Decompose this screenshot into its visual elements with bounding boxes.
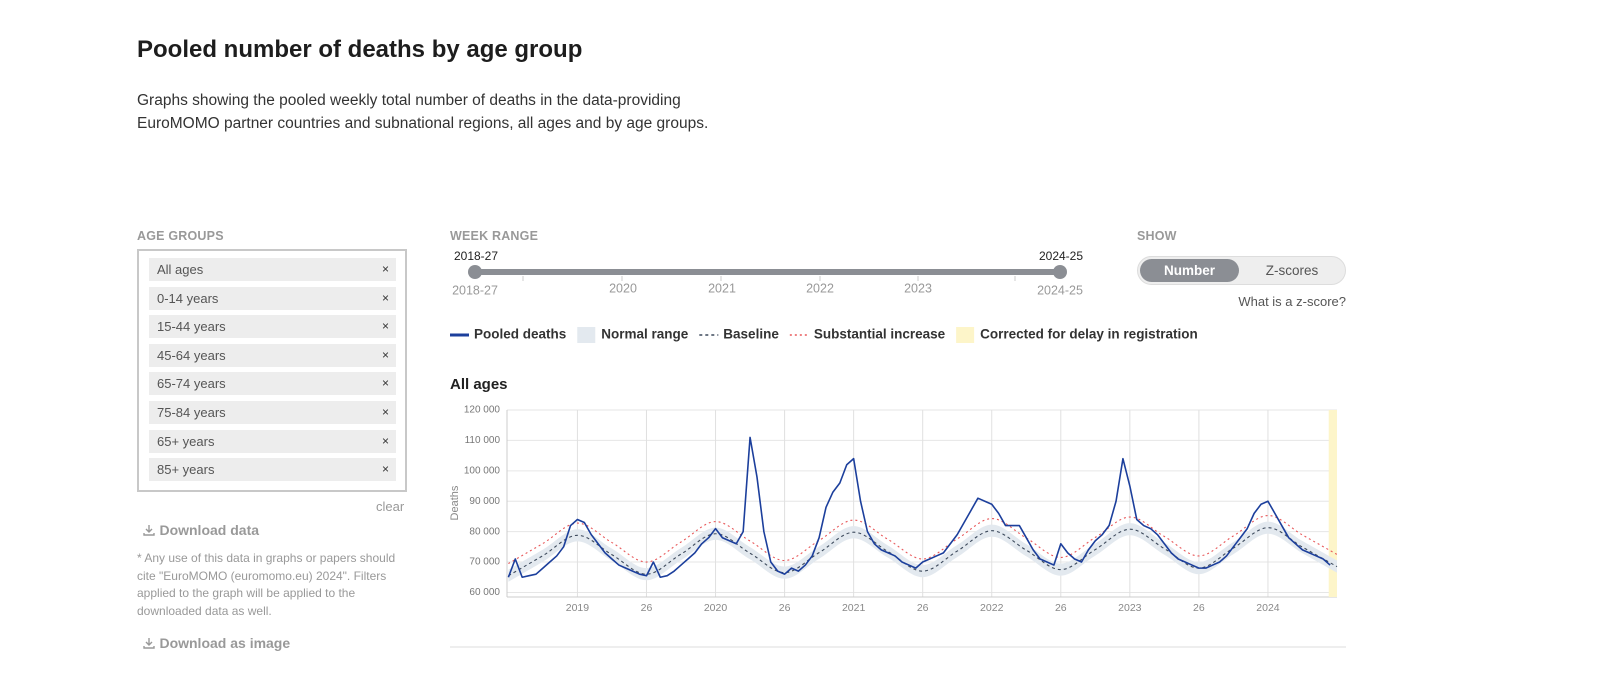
y-tick-label: 60 000 [469,587,500,598]
x-tick-label: 26 [1055,602,1067,614]
download-icon [143,525,155,536]
download-data-label: Download data [159,522,260,538]
age-group-label: 65-74 years [157,376,226,392]
remove-button[interactable]: × [381,462,389,477]
slider-year-label: 2021 [708,281,736,295]
week-slider: 2018-27 2024-25 2018-27 2024-25 2020 2021… [452,249,1083,297]
remove-button[interactable]: × [381,347,389,362]
age-group-chip: 45-64 years × [149,343,396,367]
citation-note: * Any use of this data in graphs or pape… [137,551,396,618]
y-axis-title: Deaths [449,485,461,520]
normal-range [508,521,1337,582]
age-group-chip: 85+ years × [149,458,396,482]
slider-end-value: 2024-25 [1039,249,1083,263]
reference-line [508,514,1338,565]
toggle-number[interactable]: Number [1140,259,1239,282]
x-tick-label: 2019 [566,602,590,614]
x-tick-label: 26 [1193,602,1205,614]
age-group-chip: 15-44 years × [149,315,396,339]
x-tick-label: 2020 [704,602,728,614]
age-group-label: 75-84 years [157,405,226,420]
corrected-shade [1328,410,1337,597]
legend-swatch [577,327,596,343]
y-tick-label: 110 000 [465,435,501,446]
legend-label: Pooled deaths [474,327,566,342]
remove-button[interactable]: × [381,262,389,276]
age-group-chip: 65-74 years × [149,372,396,396]
slider-start-value: 2018-27 [454,249,498,263]
age-groups-box: All ages × 0-14 years × 15-44 years × 45-64 ye… [137,249,407,492]
age-group-chip: All ages × [149,258,396,281]
clear-button[interactable]: clear [376,499,405,514]
remove-button[interactable]: × [381,433,389,448]
x-tick-label: 2022 [980,602,1004,614]
age-group-label: 65+ years [157,433,215,449]
age-group-label: 45-64 years [157,347,226,363]
x-tick-label: 26 [641,602,653,614]
legend-label: Substantial increase [814,327,946,342]
y-tick-label: 120 000 [464,405,501,416]
y-tick-label: 100 000 [464,465,501,476]
x-tick-label: 26 [917,602,929,614]
data-line [507,436,1331,579]
age-group-label: 0-14 years [157,290,219,306]
age-group-label: All ages [157,262,204,277]
age-group-chip: 0-14 years × [149,286,396,310]
x-tick-label: 2021 [842,602,866,614]
page-title: Pooled number of deaths by age group [137,36,583,63]
page-description: Graphs showing the pooled weekly total n… [137,92,709,132]
y-tick-label: 80 000 [469,526,500,537]
remove-button[interactable]: × [381,319,389,334]
legend-label: Normal range [601,327,689,342]
x-tick-label: 2024 [1256,602,1280,614]
show-toggle: Number Z-scores [1137,256,1346,285]
remove-button[interactable]: × [381,376,389,391]
age-groups-label: AGE GROUPS [137,229,224,243]
age-group-label: 85+ years [157,462,215,478]
chart-title: All ages [450,376,508,393]
slider-handle[interactable] [1053,265,1067,279]
age-group-chip: 75-84 years × [149,401,396,424]
remove-button[interactable]: × [381,405,389,419]
slider-handle[interactable] [468,265,482,279]
slider-end-label: 2024-25 [1037,283,1083,297]
download-data[interactable]: Download data [143,522,259,540]
show-label: SHOW [1137,229,1177,243]
slider-year-label: 2020 [609,281,637,295]
legend-label: Baseline [723,327,779,342]
zscore-help[interactable]: What is a z-score? [1238,294,1346,309]
x-tick-label: 2023 [1118,602,1142,614]
legend-label: Corrected for delay in registration [980,327,1198,342]
toggle-zscores[interactable]: Z-scores [1265,263,1319,278]
legend-swatch [956,327,975,343]
slider-year-label: 2022 [806,281,834,295]
x-tick-label: 26 [779,602,791,614]
age-group-chip: 65+ years × [149,429,396,453]
slider-year-label: 2023 [904,281,932,295]
download-image[interactable]: Download as image [143,635,290,653]
week-range-label: WEEK RANGE [450,229,539,243]
remove-button[interactable]: × [381,290,389,305]
y-tick-label: 90 000 [469,496,500,507]
slider-start-label: 2018-27 [452,283,498,297]
y-tick-label: 70 000 [469,557,500,568]
download-image-label: Download as image [159,635,291,651]
age-group-label: 15-44 years [157,319,226,335]
download-icon [143,638,155,649]
